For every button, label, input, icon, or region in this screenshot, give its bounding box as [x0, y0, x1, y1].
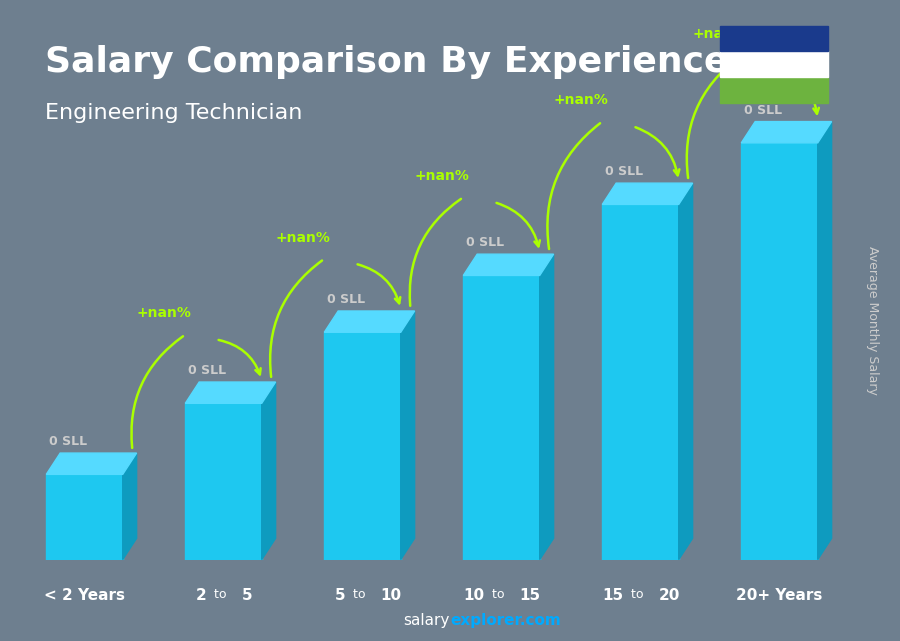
Polygon shape: [540, 254, 554, 560]
Text: 20+ Years: 20+ Years: [736, 588, 823, 603]
Text: +nan%: +nan%: [415, 169, 470, 183]
Text: 0 SLL: 0 SLL: [327, 293, 365, 306]
Text: +nan%: +nan%: [693, 27, 748, 41]
Text: to: to: [349, 588, 370, 601]
Polygon shape: [324, 332, 400, 560]
Text: 0 SLL: 0 SLL: [466, 237, 504, 249]
Text: 0 SLL: 0 SLL: [605, 165, 644, 178]
Polygon shape: [46, 474, 122, 560]
Polygon shape: [185, 403, 262, 560]
Text: 20: 20: [659, 588, 680, 603]
Polygon shape: [262, 382, 275, 560]
Polygon shape: [464, 254, 554, 276]
Polygon shape: [742, 122, 832, 143]
Text: 0 SLL: 0 SLL: [188, 364, 226, 378]
Polygon shape: [324, 311, 415, 332]
Text: 0 SLL: 0 SLL: [50, 435, 87, 448]
Polygon shape: [464, 276, 540, 560]
Bar: [720, 51, 828, 77]
Text: 5: 5: [241, 588, 252, 603]
Polygon shape: [46, 453, 137, 474]
Text: Engineering Technician: Engineering Technician: [45, 103, 302, 122]
Text: to: to: [627, 588, 648, 601]
Polygon shape: [602, 204, 679, 560]
Text: 15: 15: [519, 588, 541, 603]
Text: 0 SLL: 0 SLL: [744, 104, 782, 117]
Text: 10: 10: [381, 588, 401, 603]
Polygon shape: [742, 143, 818, 560]
Text: 10: 10: [464, 588, 485, 603]
Polygon shape: [185, 382, 275, 403]
Text: 15: 15: [603, 588, 624, 603]
Bar: [720, 77, 828, 103]
Text: to: to: [489, 588, 509, 601]
Text: +nan%: +nan%: [554, 94, 609, 107]
Text: salary: salary: [403, 613, 450, 628]
Polygon shape: [602, 183, 693, 204]
Text: 2: 2: [196, 588, 207, 603]
Polygon shape: [122, 453, 137, 560]
Polygon shape: [679, 183, 693, 560]
Text: Average Monthly Salary: Average Monthly Salary: [867, 246, 879, 395]
Polygon shape: [818, 122, 832, 560]
Text: Salary Comparison By Experience: Salary Comparison By Experience: [45, 45, 728, 79]
Text: +nan%: +nan%: [276, 231, 331, 245]
Text: to: to: [211, 588, 231, 601]
Polygon shape: [400, 311, 415, 560]
Text: +nan%: +nan%: [137, 306, 192, 320]
Bar: [720, 26, 828, 51]
Text: 5: 5: [335, 588, 346, 603]
Text: < 2 Years: < 2 Years: [44, 588, 125, 603]
Text: explorer.com: explorer.com: [450, 613, 561, 628]
